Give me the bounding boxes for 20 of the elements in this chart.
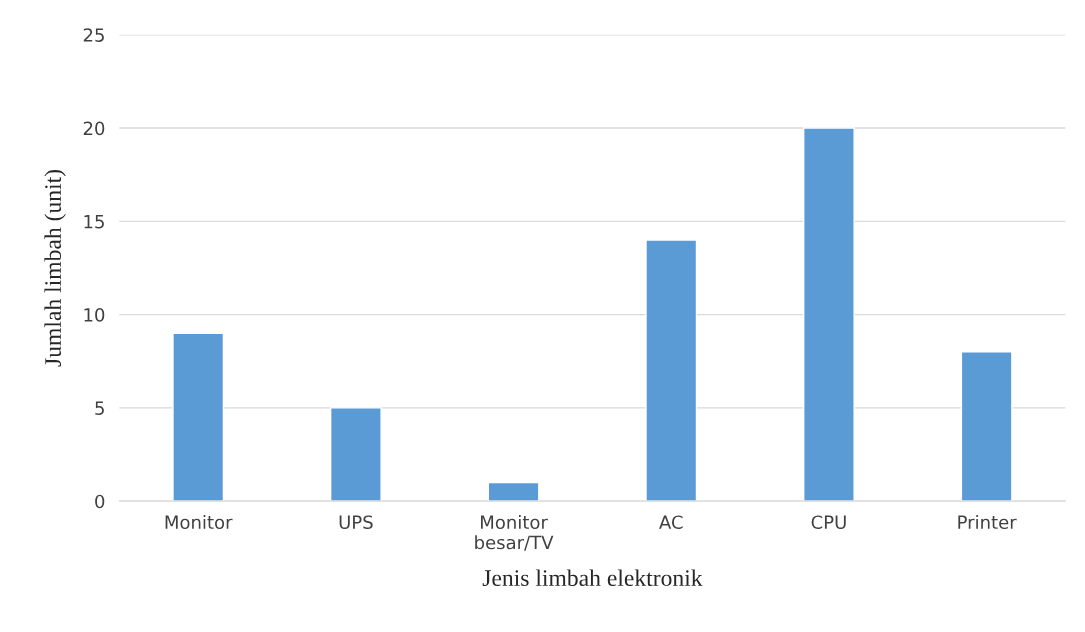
y-tick-label: 15 [84, 215, 104, 229]
bar [329, 407, 382, 502]
x-tick-label: AC [659, 515, 683, 530]
x-tick-label: Monitor [165, 515, 233, 530]
bar [645, 239, 698, 502]
x-tick-label: CPU [811, 515, 846, 530]
bar [960, 351, 1013, 502]
x-tick-label: UPS [339, 515, 373, 530]
y-tick-label: 25 [83, 28, 104, 42]
x-tick-label: Monitor besar/TV [475, 515, 554, 551]
y-tick-label: 0 [95, 494, 105, 509]
bar [172, 332, 225, 502]
x-tick-label: Printer [958, 515, 1017, 530]
bar [487, 481, 540, 502]
x-axis-title: Jenis limbah elektronik [482, 569, 703, 587]
bar [803, 127, 855, 502]
y-axis-title: Jumlah limbah (unit) [44, 169, 66, 367]
y-tick-label: 5 [95, 401, 104, 416]
y-tick-label: 10 [84, 308, 105, 322]
y-tick-label: 20 [83, 121, 105, 136]
